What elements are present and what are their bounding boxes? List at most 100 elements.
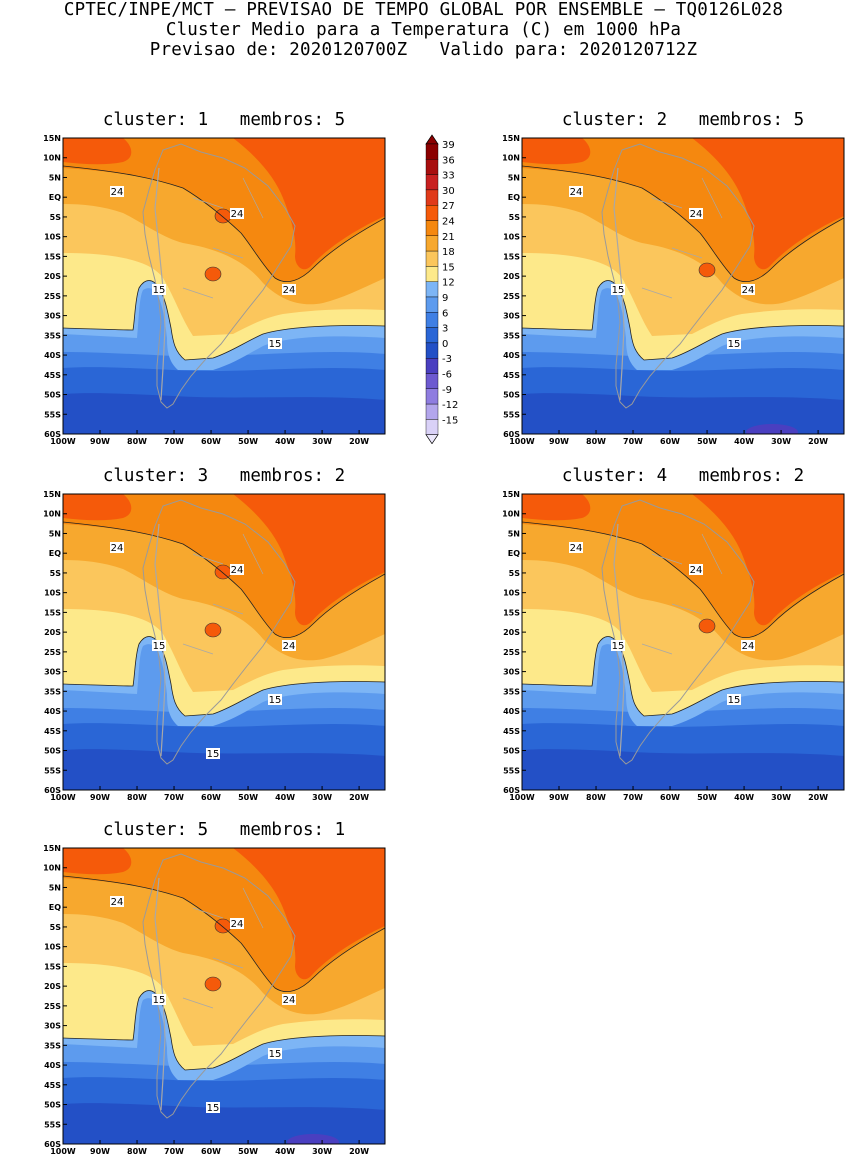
hot-spot [698, 262, 716, 278]
lat-label: 35S [44, 1041, 61, 1050]
colorbar-swatch [425, 312, 439, 328]
lat-label: EQ [508, 549, 520, 558]
colorbar-swatch [425, 419, 439, 435]
colorbar-label: 0 [442, 339, 448, 350]
lon-label: 20W [349, 1147, 369, 1156]
lat-label: 35S [44, 687, 61, 696]
lon-label: 90W [549, 437, 569, 446]
colorbar-label: 33 [442, 171, 455, 182]
colorbar-swatch [425, 373, 439, 390]
colorbar-label: 9 [442, 293, 448, 304]
lat-label: 45S [44, 1081, 61, 1090]
lat-label: 45S [44, 371, 61, 380]
svg-text:24: 24 [231, 209, 244, 220]
svg-text:15: 15 [728, 695, 741, 706]
colorbar-arrow-bottom [425, 434, 439, 445]
lat-label: 15S [44, 962, 61, 971]
contour-24 [63, 521, 385, 638]
temperature-band [522, 138, 591, 165]
lon-label: 100W [509, 437, 535, 446]
lat-label: EQ [49, 549, 61, 558]
lat-label: 50S [44, 1101, 61, 1110]
lon-label: 80W [127, 1147, 147, 1156]
lat-label: 40S [503, 351, 520, 360]
lat-label: 10N [43, 864, 61, 873]
colorbar-swatch [425, 403, 439, 420]
contour-24 [63, 165, 385, 282]
lon-label: 80W [586, 437, 606, 446]
coastline [601, 143, 755, 409]
lat-label: 25S [503, 648, 520, 657]
lat-label: 40S [503, 707, 520, 716]
lon-label: 60W [201, 793, 221, 802]
lat-label: 60S [44, 786, 61, 795]
temperature-band [522, 494, 591, 521]
colorbar-label: 27 [442, 201, 455, 212]
lat-label: 50S [503, 747, 520, 756]
lat-label: 40S [44, 707, 61, 716]
lat-label: 10N [502, 154, 520, 163]
lon-label: 40W [734, 437, 754, 446]
lat-label: 55S [44, 410, 61, 419]
contour-label: 15 [206, 1102, 220, 1114]
lon-label: 40W [275, 1147, 295, 1156]
contour-label: 24 [569, 542, 583, 554]
lon-label: 70W [623, 793, 643, 802]
lat-label: 35S [503, 331, 520, 340]
lon-label: 100W [509, 793, 535, 802]
contour-label: 24 [282, 640, 296, 652]
lon-label: 80W [127, 437, 147, 446]
lat-label: 5S [50, 213, 62, 222]
svg-text:24: 24 [111, 897, 124, 908]
contour-label: 24 [110, 542, 124, 554]
temperature-band [63, 138, 132, 165]
colorbar-swatch [425, 357, 439, 374]
lat-label: 15S [44, 252, 61, 261]
lat-label: 5S [50, 923, 62, 932]
figure-header: CPTEC/INPE/MCT – PREVISAO DE TEMPO GLOBA… [0, 0, 847, 60]
map-svg: 24 24 24 15 15 15 15N 10N 5N EQ 5S 10S 15S 20S 25S 30S 3… [43, 844, 386, 1156]
lat-label: 10S [44, 943, 61, 952]
lat-label: 50S [503, 391, 520, 400]
lat-label: 15S [44, 608, 61, 617]
cold-spot [746, 424, 798, 434]
colorbar-label: -15 [442, 415, 458, 426]
lat-label: 20S [503, 272, 520, 281]
contour-label: 24 [282, 284, 296, 296]
svg-text:24: 24 [742, 641, 755, 652]
lon-label: 40W [275, 793, 295, 802]
contour-label: 24 [110, 896, 124, 908]
lat-label: 50S [44, 391, 61, 400]
panel-title: cluster: 3 membros: 2 [102, 466, 346, 486]
lat-label: EQ [49, 903, 61, 912]
lon-label: 20W [808, 793, 828, 802]
contour-24 [522, 165, 844, 282]
lon-label: 30W [312, 1147, 332, 1156]
lat-label: 5S [50, 569, 62, 578]
map-frame [521, 493, 845, 791]
contour-label: 24 [230, 208, 244, 220]
lon-label: 40W [734, 793, 754, 802]
contour-label: 24 [689, 208, 703, 220]
hot-spot [214, 208, 232, 224]
lon-label: 80W [586, 793, 606, 802]
hot-spot [214, 918, 232, 934]
colorbar-label: 30 [442, 186, 455, 197]
hot-spot [698, 618, 716, 634]
lat-label: 15S [503, 252, 520, 261]
lat-label: 45S [503, 371, 520, 380]
lat-label: 30S [503, 668, 520, 677]
colorbar-swatch [425, 235, 439, 252]
lat-label: 60S [44, 1140, 61, 1149]
colorbar-label: 15 [442, 262, 455, 273]
colorbar-label: 18 [442, 247, 455, 258]
lat-label: 55S [503, 766, 520, 775]
lon-label: 50W [697, 437, 717, 446]
cluster-panel-5: cluster: 5 membros: 1 24 24 24 15 15 15 15N 10N 5… [23, 820, 405, 1166]
map-frame [521, 137, 845, 435]
lat-label: 40S [44, 1061, 61, 1070]
temperature-band [692, 494, 844, 626]
lon-label: 70W [623, 437, 643, 446]
cluster-panel-4: cluster: 4 membros: 2 24 24 24 15 15 15N 10N 5N E… [482, 466, 847, 812]
lon-label: 30W [312, 437, 332, 446]
